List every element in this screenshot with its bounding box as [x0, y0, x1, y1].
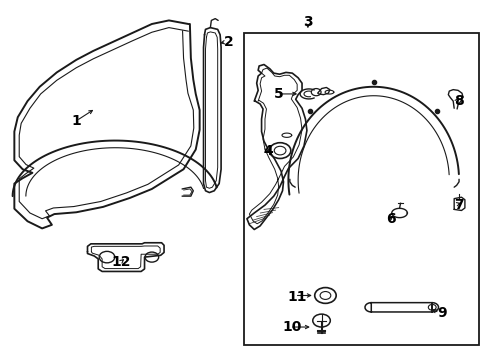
Text: 11: 11: [287, 289, 306, 303]
Text: 2: 2: [224, 35, 233, 49]
Text: 6: 6: [385, 212, 395, 226]
Text: 4: 4: [263, 144, 272, 158]
Text: 12: 12: [112, 256, 131, 270]
Text: 10: 10: [282, 320, 302, 334]
Text: 5: 5: [273, 87, 283, 101]
Bar: [244, 33, 478, 345]
Text: 8: 8: [453, 94, 463, 108]
Text: 1: 1: [71, 114, 81, 128]
Text: 3: 3: [303, 15, 312, 29]
Text: 7: 7: [453, 198, 463, 212]
Text: 9: 9: [436, 306, 446, 320]
